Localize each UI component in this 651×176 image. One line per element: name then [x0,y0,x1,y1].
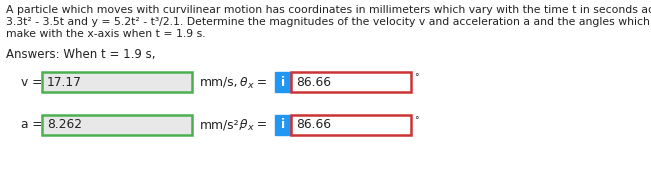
Text: °: ° [414,116,419,125]
Text: make with the x-axis when t = 1.9 s.: make with the x-axis when t = 1.9 s. [6,29,206,39]
Text: i: i [281,118,285,131]
FancyBboxPatch shape [275,115,291,135]
FancyBboxPatch shape [42,72,192,92]
FancyBboxPatch shape [275,72,291,92]
Text: a =: a = [21,118,43,131]
Text: x: x [247,124,253,133]
Text: 86.66: 86.66 [296,118,331,131]
Text: θ: θ [240,118,247,131]
Text: 86.66: 86.66 [296,76,331,89]
Text: Answers: When t = 1.9 s,: Answers: When t = 1.9 s, [6,48,156,61]
Text: mm/s²,: mm/s², [200,118,243,131]
Text: °: ° [414,73,419,82]
Text: =: = [253,76,267,89]
Text: =: = [253,118,267,131]
Text: 17.17: 17.17 [47,76,82,89]
Text: A particle which moves with curvilinear motion has coordinates in millimeters wh: A particle which moves with curvilinear … [6,5,651,15]
Text: v =: v = [21,76,42,89]
FancyBboxPatch shape [291,72,411,92]
FancyBboxPatch shape [42,115,192,135]
Text: 8.262: 8.262 [47,118,82,131]
Text: mm/s,: mm/s, [200,76,238,89]
Text: i: i [281,76,285,89]
Text: 3.3t² - 3.5t and y = 5.2t² - t³/2.1. Determine the magnitudes of the velocity v : 3.3t² - 3.5t and y = 5.2t² - t³/2.1. Det… [6,17,651,27]
Text: θ: θ [240,76,247,89]
Text: x: x [247,80,253,90]
FancyBboxPatch shape [291,115,411,135]
